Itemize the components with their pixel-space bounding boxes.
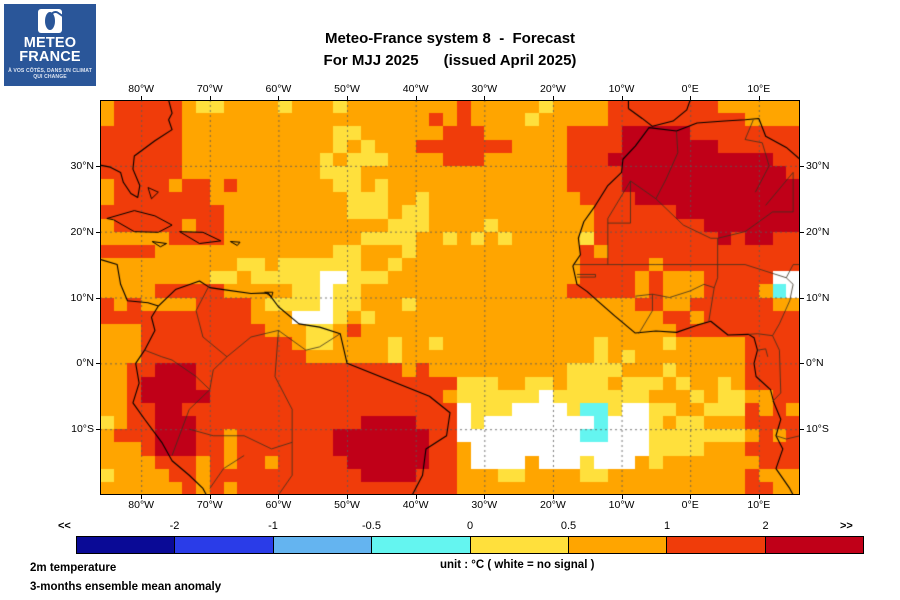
colorbar-band bbox=[174, 537, 273, 553]
lat-tick bbox=[800, 165, 804, 167]
lon-tick bbox=[347, 96, 349, 100]
colorbar-band bbox=[469, 537, 568, 553]
meteo-france-emblem-icon bbox=[38, 9, 62, 33]
lon-tick bbox=[347, 495, 349, 499]
lat-tick bbox=[96, 429, 100, 431]
lon-tick-label: 40°W bbox=[402, 83, 429, 95]
lat-tick bbox=[96, 231, 100, 233]
colorbar-tick-label: -1 bbox=[268, 520, 278, 532]
lat-tick-label: 10°S bbox=[71, 423, 94, 436]
colorbar-tick-label: -0.5 bbox=[362, 520, 381, 532]
colorbar-band bbox=[272, 537, 372, 553]
lon-tick bbox=[758, 495, 760, 499]
lon-tick bbox=[141, 495, 143, 499]
lon-tick bbox=[621, 495, 623, 499]
anomaly-map-canvas bbox=[100, 100, 800, 495]
lat-tick bbox=[96, 297, 100, 299]
lon-tick bbox=[552, 96, 554, 100]
lon-tick-label: 0°E bbox=[681, 499, 699, 511]
lat-tick-label: 20°N bbox=[70, 225, 94, 238]
lon-tick-label: 60°W bbox=[265, 499, 292, 511]
anomaly-map bbox=[100, 100, 800, 495]
lon-tick-label: 10°W bbox=[608, 83, 635, 95]
lat-tick-label: 30°N bbox=[806, 159, 830, 172]
lon-tick bbox=[690, 495, 692, 499]
colorbar-band bbox=[567, 537, 667, 553]
lat-tick-label: 10°S bbox=[806, 423, 829, 436]
colorbar-band bbox=[77, 537, 175, 553]
lon-tick bbox=[209, 495, 211, 499]
lon-tick bbox=[209, 96, 211, 100]
lat-tick-label: 10°N bbox=[70, 291, 94, 304]
lat-tick bbox=[800, 429, 804, 431]
lon-tick-label: 80°W bbox=[128, 83, 155, 95]
lon-tick-label: 40°W bbox=[402, 499, 429, 511]
lat-tick bbox=[96, 363, 100, 365]
lon-tick-label: 50°W bbox=[334, 499, 360, 511]
lon-tick bbox=[690, 96, 692, 100]
footer-variable: 2m temperature bbox=[30, 562, 117, 574]
lon-tick-label: 30°W bbox=[471, 83, 498, 95]
lat-tick-label: 0°N bbox=[76, 357, 94, 370]
footer-left: 2m temperature 3-months ensemble mean an… bbox=[30, 559, 221, 597]
logo-tagline: À VOS CÔTÉS, DANS UN CLIMAT QUI CHANGE bbox=[8, 68, 92, 81]
lon-tick bbox=[415, 96, 417, 100]
colorbar-tick-label: 1 bbox=[663, 520, 671, 532]
lat-tick bbox=[800, 363, 804, 365]
lon-tick-label: 50°W bbox=[334, 83, 360, 95]
colorbar-band bbox=[764, 537, 863, 553]
lat-tick bbox=[96, 165, 100, 167]
colorbar-tick-label: 2 bbox=[762, 520, 769, 532]
lon-tick bbox=[621, 96, 623, 100]
lon-tick bbox=[758, 96, 760, 100]
meteo-france-logo: METEO FRANCE À VOS CÔTÉS, DANS UN CLIMAT… bbox=[4, 4, 96, 86]
lon-tick-label: 10°W bbox=[608, 499, 635, 511]
colorbar-tick-label: 0 bbox=[466, 520, 474, 532]
lat-tick-label: 30°N bbox=[70, 159, 94, 172]
page-title: Meteo-France system 8 - Forecast For MJJ… bbox=[100, 28, 800, 72]
lon-tick bbox=[278, 495, 280, 499]
lon-tick-label: 70°W bbox=[196, 83, 223, 95]
lat-tick-label: 20°N bbox=[806, 225, 830, 238]
lon-tick-label: 70°W bbox=[196, 499, 223, 511]
colorbar-underflow-label: << bbox=[58, 520, 71, 532]
lon-tick bbox=[484, 495, 486, 499]
title-line-1: Meteo-France system 8 - Forecast bbox=[324, 30, 576, 47]
lon-tick-label: 0°E bbox=[681, 83, 699, 95]
lon-tick-label: 80°W bbox=[128, 499, 155, 511]
lat-tick bbox=[800, 297, 804, 299]
lon-tick-label: 20°W bbox=[540, 83, 566, 95]
lon-tick-label: 30°W bbox=[471, 499, 498, 511]
title-line-2: For MJJ 2025 (issued April 2025) bbox=[323, 52, 577, 69]
lon-tick-label: 10°E bbox=[747, 499, 771, 511]
lat-tick-label: 0°N bbox=[806, 357, 824, 370]
lon-tick bbox=[484, 96, 486, 100]
colorbar-tick-label: -2 bbox=[169, 520, 180, 532]
lat-tick-label: 10°N bbox=[806, 291, 830, 304]
lon-tick-label: 60°W bbox=[265, 83, 292, 95]
footer-unit: unit : °C ( white = no signal ) bbox=[440, 559, 595, 571]
lon-tick bbox=[141, 96, 143, 100]
lon-tick-label: 20°W bbox=[540, 499, 566, 511]
colorbar bbox=[76, 536, 864, 554]
lon-tick bbox=[415, 495, 417, 499]
colorbar-band bbox=[371, 537, 470, 553]
colorbar-overflow-label: >> bbox=[840, 520, 853, 532]
lat-tick bbox=[800, 231, 804, 233]
lon-tick bbox=[278, 96, 280, 100]
logo-line-meteo: METEO bbox=[23, 35, 77, 51]
lon-tick-label: 10°E bbox=[747, 83, 771, 95]
logo-line-france: FRANCE bbox=[19, 49, 81, 65]
colorbar-band bbox=[666, 537, 765, 553]
lon-tick bbox=[552, 495, 554, 499]
footer-description: 3-months ensemble mean anomaly bbox=[30, 581, 222, 593]
colorbar-tick-label: 0.5 bbox=[560, 520, 577, 532]
